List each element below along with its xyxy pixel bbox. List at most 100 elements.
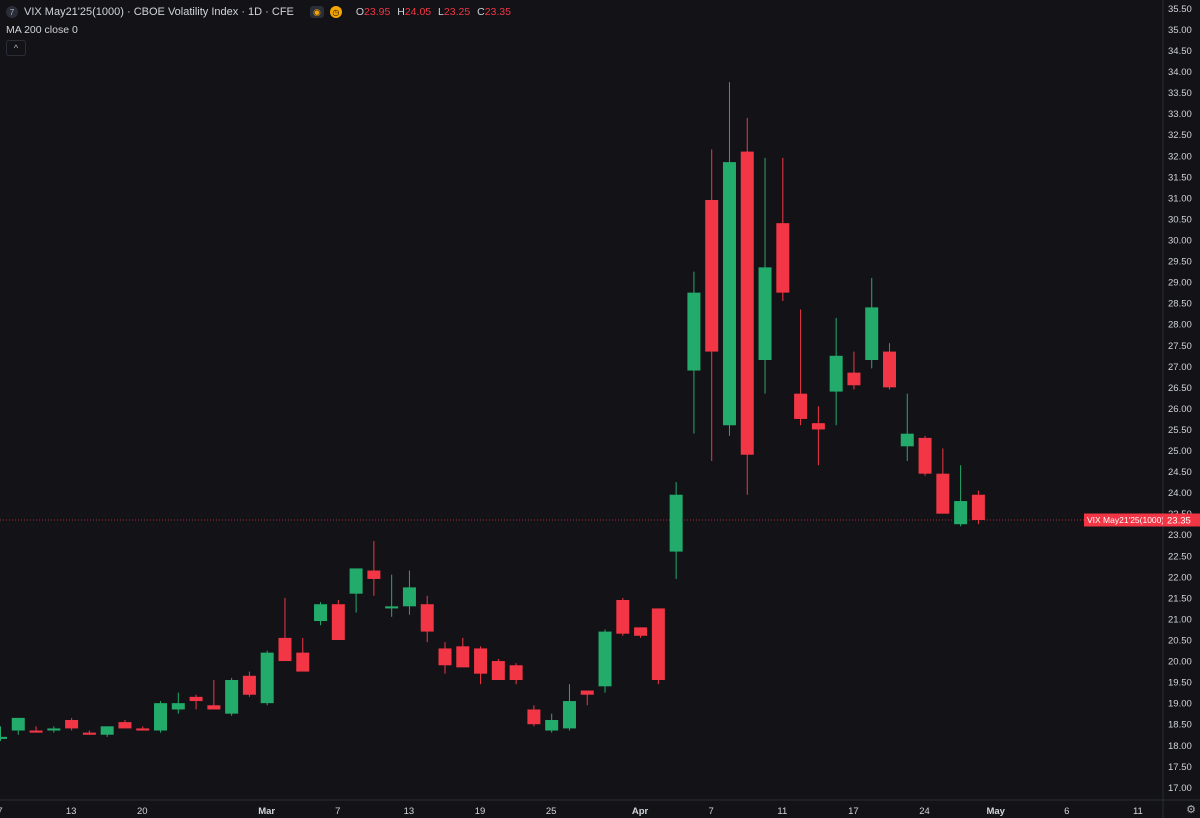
x-tick-label: Mar <box>258 806 275 817</box>
candle-body-up <box>562 701 576 729</box>
candle-body-up <box>225 680 239 714</box>
y-tick-label: 19.50 <box>1168 678 1192 689</box>
candle-body-up <box>385 606 399 609</box>
y-tick-label: 34.00 <box>1168 67 1192 78</box>
candle-body-down <box>580 690 594 695</box>
y-tick-label: 19.00 <box>1168 699 1192 710</box>
x-tick-label: 6 <box>1064 806 1069 817</box>
candle-body-down <box>456 646 470 668</box>
x-tick-label: 13 <box>404 806 415 817</box>
candle-body-down <box>65 720 79 729</box>
candle-body-down <box>740 151 754 455</box>
x-tick-label: 11 <box>1133 806 1143 817</box>
y-tick-label: 33.50 <box>1168 88 1192 99</box>
candle-body-down <box>527 709 541 725</box>
y-tick-label: 25.50 <box>1168 425 1192 436</box>
candle-body-up <box>722 162 736 426</box>
x-tick-label: 25 <box>546 806 557 817</box>
y-tick-label: 31.00 <box>1168 193 1192 204</box>
y-tick-label: 29.50 <box>1168 257 1192 268</box>
candle-body-up <box>900 433 914 447</box>
y-tick-label: 25.00 <box>1168 446 1192 457</box>
y-tick-label: 21.00 <box>1168 614 1192 625</box>
candle-body-down <box>509 665 523 680</box>
candle-body-up <box>260 652 274 704</box>
candle-body-down <box>705 200 719 352</box>
x-tick-label: 19 <box>475 806 486 817</box>
y-tick-label: 34.50 <box>1168 46 1192 57</box>
y-tick-label: 20.50 <box>1168 636 1192 647</box>
candle-body-down <box>420 604 434 632</box>
candle-body-down <box>207 705 221 710</box>
y-tick-label: 33.00 <box>1168 109 1192 120</box>
y-tick-label: 27.50 <box>1168 341 1192 352</box>
candle-body-down <box>474 648 488 674</box>
candle-body-down <box>776 223 790 293</box>
candle-body-down <box>491 661 505 680</box>
candle-body-up <box>100 726 114 735</box>
y-tick-label: 20.00 <box>1168 657 1192 668</box>
y-tick-label: 18.50 <box>1168 720 1192 731</box>
candle-body-up <box>954 501 968 525</box>
symbol-title[interactable]: VIX May21'25(1000) · CBOE Volatility Ind… <box>24 6 294 18</box>
candle-body-up <box>171 703 185 710</box>
candle-body-down <box>242 675 256 695</box>
candle-body-down <box>82 732 96 735</box>
gear-icon[interactable]: ⚙ <box>1186 804 1196 816</box>
price-label-value: 23.35 <box>1167 516 1191 527</box>
symbol-icon[interactable]: 7 <box>6 6 18 18</box>
y-tick-label: 26.50 <box>1168 383 1192 394</box>
y-tick-label: 26.00 <box>1168 404 1192 415</box>
candle-body-down <box>189 696 203 702</box>
collapse-chevron-icon[interactable]: ^ <box>6 40 26 56</box>
candle-body-down <box>651 608 665 680</box>
y-tick-label: 31.50 <box>1168 172 1192 183</box>
price-label-value-box <box>1163 513 1200 527</box>
candle-body-down <box>794 393 808 419</box>
y-tick-label: 28.00 <box>1168 320 1192 331</box>
candle-body-down <box>971 494 985 520</box>
y-tick-label: 30.00 <box>1168 236 1192 247</box>
candle-body-down <box>438 648 452 666</box>
y-tick-label: 32.50 <box>1168 130 1192 141</box>
candle-body-up <box>545 720 559 731</box>
candle-body-down <box>634 627 648 636</box>
candle-body-up <box>865 307 879 360</box>
ma-indicator-label[interactable]: MA 200 close 0 <box>6 24 78 36</box>
y-tick-label: 35.00 <box>1168 25 1192 36</box>
y-tick-label: 17.00 <box>1168 783 1192 794</box>
candle-body-up <box>687 292 701 371</box>
y-tick-label: 24.50 <box>1168 467 1192 478</box>
y-tick-label: 22.00 <box>1168 572 1192 583</box>
x-tick-label: 17 <box>848 806 859 817</box>
candle-body-up <box>47 728 61 731</box>
candle-body-down <box>847 372 861 386</box>
x-tick-label: 13 <box>66 806 77 817</box>
candle-body-up <box>11 717 25 731</box>
x-tick-label: 7 <box>0 806 3 817</box>
y-tick-label: 23.00 <box>1168 530 1192 541</box>
candle-body-down <box>616 600 630 634</box>
ohlc-values: O23.95 H24.05 L23.25 C23.35 <box>355 6 511 18</box>
y-tick-label: 35.50 <box>1168 4 1192 15</box>
candle-body-down <box>331 604 345 640</box>
clock-icon[interactable]: ◷ <box>329 6 342 18</box>
candle-body-down <box>136 728 150 731</box>
price-label-series: VIX May21'25(1000) <box>1087 515 1164 525</box>
y-tick-label: 28.50 <box>1168 299 1192 310</box>
y-tick-label: 22.50 <box>1168 551 1192 562</box>
candle-body-down <box>29 730 43 733</box>
candle-body-down <box>367 570 381 579</box>
y-tick-label: 24.00 <box>1168 488 1192 499</box>
candle-body-down <box>883 351 896 388</box>
candle-body-up <box>0 736 7 739</box>
x-tick-label: 11 <box>777 806 787 817</box>
x-tick-label: May <box>986 806 1005 817</box>
chart-legend: 7 VIX May21'25(1000) · CBOE Volatility I… <box>6 6 515 18</box>
candle-body-down <box>118 722 132 729</box>
candle-body-down <box>936 473 950 514</box>
eye-icon[interactable]: ◉ <box>309 6 324 18</box>
x-tick-label: 7 <box>335 806 340 817</box>
candle-body-up <box>402 587 416 607</box>
